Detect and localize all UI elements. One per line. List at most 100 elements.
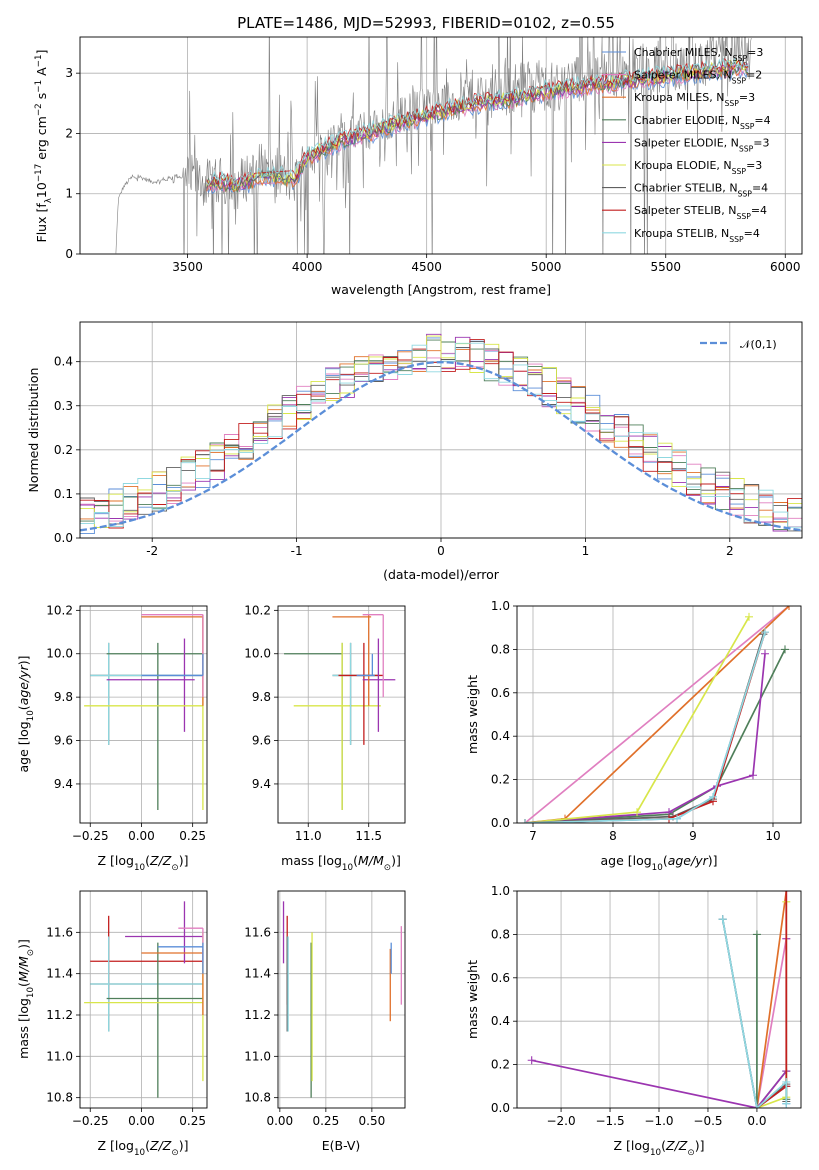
x-tick-label: 0.25 (179, 829, 206, 843)
y-tick-label: 0.4 (54, 355, 73, 369)
model-spectrum-8 (206, 56, 749, 187)
legend-label: Chabrier STELIB, NSSP=4 (634, 182, 768, 199)
x-axis-label: wavelength [Angstrom, rest frame] (331, 282, 551, 297)
y-tick-label: 9.6 (54, 734, 73, 748)
x-axis-label: age [log10(age/yr)] (600, 853, 717, 873)
weight-marker (673, 814, 681, 823)
y-tick-label: 0.1 (54, 487, 73, 501)
y-tick-label: 2 (65, 126, 73, 140)
legend-label: Kroupa MILES, NSSP=3 (634, 91, 755, 108)
x-axis-label: E(B-V) (322, 1138, 361, 1153)
legend: Chabrier MILES, NSSP=3 Salpeter MILES, NS… (602, 46, 771, 243)
plot-area (521, 606, 793, 823)
age-mass-axes: 11.0 11.5 9.4 9.6 9.8 10.0 10.2 mass [log10(M/M… (244, 603, 406, 873)
y-tick-label: 1.0 (491, 884, 510, 898)
y-tick-label: 11.2 (46, 1008, 73, 1022)
y-tick-label: 3 (65, 66, 73, 80)
x-tick-label: 0.50 (359, 1114, 386, 1128)
grid (80, 891, 207, 1108)
legend-label: Chabrier ELODIE, NSSP=4 (634, 114, 771, 131)
mass-Z-axes: −0.25 0.00 0.25 10.8 11.0 11.2 11.4 11.6 Z [log1… (16, 890, 208, 1158)
model-spectrum-3 (206, 62, 749, 194)
x-tick-label: 0.00 (128, 829, 155, 843)
y-tick-label: 10.2 (244, 603, 271, 617)
x-tick-label: 11.0 (295, 829, 322, 843)
legend-label: Salpeter MILES, NSSP=2 (634, 69, 762, 86)
weight-marker (785, 606, 793, 610)
weight-marker (633, 808, 641, 817)
x-tick-label: −0.25 (72, 829, 109, 843)
y-tick-label: 11.0 (46, 1049, 73, 1063)
y-tick-label: 11.6 (244, 925, 271, 939)
y-tick-label: 0.8 (491, 642, 510, 656)
x-tick-label: −0.25 (72, 1114, 109, 1128)
x-tick-label: 7 (529, 829, 537, 843)
weight-marker (752, 1104, 761, 1108)
x-axis-label: Z [log10(Z/Z⊙)] (614, 1138, 705, 1158)
grid (517, 890, 801, 1109)
y-tick-label: 10.0 (244, 647, 271, 661)
x-axis-label: Z [log10(Z/Z⊙)] (98, 1138, 189, 1158)
x-tick-label: 0.00 (266, 1114, 293, 1128)
x-tick-label: 8 (609, 829, 617, 843)
plot-area (284, 614, 396, 810)
y-axis-label: mass weight (465, 960, 480, 1039)
axes-frame (277, 890, 406, 1109)
x-tick-label: 4500 (411, 260, 442, 274)
y-tick-label: 11.4 (244, 967, 271, 981)
y-tick-label: 11.6 (46, 925, 73, 939)
plot-area (84, 614, 204, 810)
model-spectrum-2 (206, 61, 749, 193)
y-axis-label: mass [log10(M/M⊙)] (16, 939, 36, 1059)
y-tick-label: 9.6 (252, 734, 271, 748)
plot-area (84, 901, 204, 1098)
plot-area (527, 891, 791, 1108)
x-tick-label: −0.5 (693, 1114, 722, 1128)
x-tick-label: -2 (146, 544, 158, 558)
y-tick-label: 0.2 (491, 1058, 510, 1072)
y-tick-label: 0.2 (54, 443, 73, 457)
y-tick-label: 10.2 (46, 603, 73, 617)
x-axis-label: Z [log10(Z/Z⊙)] (98, 853, 189, 873)
y-tick-label: 0.4 (491, 1014, 510, 1028)
grid (278, 891, 405, 1108)
weight-line-2 (756, 891, 788, 1108)
axes-frame (79, 321, 803, 539)
y-axis-label: mass weight (465, 675, 480, 754)
legend-label: Kroupa STELIB, NSSP=4 (634, 227, 760, 244)
y-tick-label: 0.6 (491, 971, 510, 985)
x-tick-label: -1 (291, 544, 303, 558)
weight-marker (782, 1099, 791, 1108)
residual-axes: -2 -1 0 1 2 0.0 0.1 0.2 0.3 0.4 (data-model)/error… (26, 321, 803, 582)
x-tick-label: 1 (582, 544, 590, 558)
x-tick-label: 5000 (531, 260, 562, 274)
weight-marker (752, 930, 761, 939)
x-tick-label: 0.25 (179, 1114, 206, 1128)
y-tick-label: 9.4 (54, 777, 73, 791)
x-tick-label: 0.00 (128, 1114, 155, 1128)
x-tick-label: 10 (765, 829, 780, 843)
x-tick-label: −1.5 (595, 1114, 624, 1128)
legend-label: Salpeter STELIB, NSSP=4 (634, 204, 767, 221)
x-tick-label: 11.5 (355, 829, 382, 843)
x-tick-label: 4000 (292, 260, 323, 274)
legend-label: Chabrier MILES, NSSP=3 (634, 46, 763, 63)
plot-area (115, 37, 752, 254)
y-tick-label: 0.8 (491, 927, 510, 941)
y-tick-label: 0.0 (54, 531, 73, 545)
plot-area (282, 901, 402, 1098)
weight-marker (749, 771, 757, 780)
plot-area (80, 333, 802, 538)
x-tick-label: 0 (437, 544, 445, 558)
weight-line-8 (721, 919, 788, 1108)
weight-marker (745, 612, 753, 621)
x-axis-label: mass [log10(M/M⊙)] (281, 853, 401, 873)
legend-label: Salpeter ELODIE, NSSP=3 (634, 136, 770, 153)
weight-age-axes: 7 8 9 10 0.0 0.2 0.4 0.6 0.8 1.0 age [log10(age/yr… (465, 599, 802, 873)
legend-label: Kroupa ELODIE, NSSP=3 (634, 159, 762, 176)
x-tick-label: −2.0 (546, 1114, 575, 1128)
weight-line-6 (721, 919, 788, 1108)
y-tick-label: 0.6 (491, 686, 510, 700)
